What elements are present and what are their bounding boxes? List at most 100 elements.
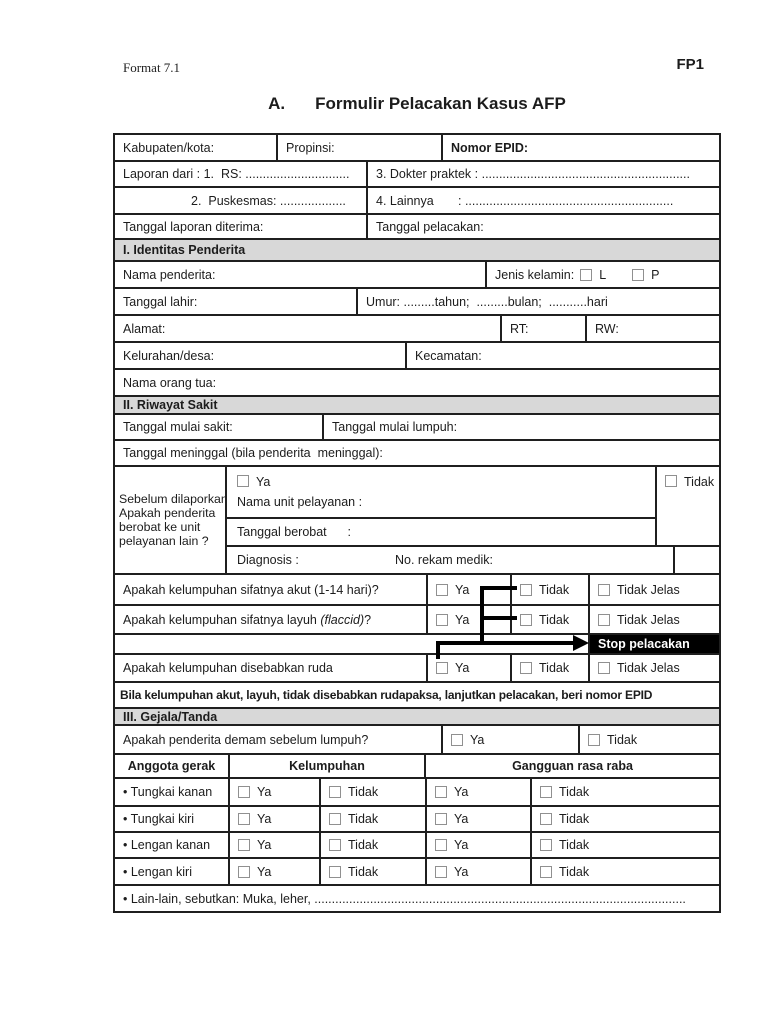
layuh-ya-label: Ya bbox=[455, 612, 470, 627]
checkbox-lengan-kiri-kelumpuhan-tidak-icon[interactable] bbox=[329, 865, 341, 878]
label-tidak: Tidak bbox=[559, 812, 590, 826]
checkbox-berobat-tidak-icon[interactable] bbox=[665, 475, 677, 487]
limb-label: • Lengan kiri bbox=[115, 859, 230, 884]
row-diagnosis: Diagnosis : No. rekam medik: bbox=[227, 547, 655, 573]
field-rt: RT: bbox=[502, 316, 587, 341]
checkbox-lengan-kanan-raba-tidak-icon[interactable] bbox=[540, 839, 552, 851]
option-demam-ya: Ya bbox=[443, 726, 580, 753]
field-mulai-sakit: Tanggal mulai sakit: bbox=[115, 415, 324, 439]
label-ya: Ya bbox=[257, 785, 272, 799]
row-kelurahan: Kelurahan/desa: Kecamatan: bbox=[115, 343, 719, 370]
checkbox-lengan-kanan-kelumpuhan-tidak-icon[interactable] bbox=[329, 839, 341, 851]
label-ya: Ya bbox=[454, 812, 469, 826]
format-label: Format 7.1 bbox=[123, 60, 181, 75]
stop-spacer bbox=[115, 635, 590, 653]
checkbox-demam-tidak-icon[interactable] bbox=[588, 733, 600, 746]
checkbox-tungkai-kanan-raba-ya-icon[interactable] bbox=[435, 786, 447, 798]
option-tungkai-kiri-raba-ya: Ya bbox=[427, 807, 532, 831]
checkbox-layuh-ya-icon[interactable] bbox=[436, 613, 448, 626]
field-mulai-lumpuh: Tanggal mulai lumpuh: bbox=[332, 420, 458, 434]
column-header-anggota: Anggota gerak bbox=[115, 755, 230, 777]
checkbox-ruda-tidak-jelas-icon[interactable] bbox=[598, 662, 610, 674]
field-rekam-medik: No. rekam medik: bbox=[395, 552, 493, 567]
layuh-tidak-label: Tidak bbox=[539, 612, 570, 627]
checkbox-lengan-kiri-raba-ya-icon[interactable] bbox=[435, 865, 447, 878]
question-berobat: Sebelum dilaporkan Apakah penderita bero… bbox=[115, 467, 227, 573]
stop-pelacakan-box: Stop pelacakan bbox=[590, 635, 719, 653]
checkbox-demam-ya-icon[interactable] bbox=[451, 733, 463, 746]
label-tidak: Tidak bbox=[348, 864, 379, 879]
field-alamat: Alamat: bbox=[115, 316, 502, 341]
label-tidak: Tidak bbox=[559, 864, 590, 879]
checkbox-ruda-ya-icon[interactable] bbox=[436, 662, 448, 674]
ruda-ya-label: Ya bbox=[455, 661, 470, 675]
note-epid: Bila kelumpuhan akut, layuh, tidak diseb… bbox=[120, 688, 653, 702]
row-limb-header: Anggota gerak Kelumpuhan Gangguan rasa r… bbox=[115, 755, 719, 779]
berobat-tidak-label: Tidak bbox=[684, 475, 715, 489]
checkbox-tungkai-kiri-raba-ya-icon[interactable] bbox=[435, 813, 447, 825]
row-tanggal-lahir: Tanggal lahir: Umur: .........tahun; ...… bbox=[115, 289, 719, 316]
field-rw: RW: bbox=[595, 321, 619, 336]
field-orang-tua: Nama orang tua: bbox=[123, 375, 217, 390]
row-mulai-sakit: Tanggal mulai sakit: Tanggal mulai lumpu… bbox=[115, 415, 719, 441]
option-akut-tidak: Tidak bbox=[512, 575, 590, 604]
row-nama: Nama penderita: Jenis kelamin: L P bbox=[115, 262, 719, 289]
checkbox-akut-tidak-icon[interactable] bbox=[520, 583, 532, 596]
question-demam: Apakah penderita demam sebelum lumpuh? bbox=[115, 726, 443, 753]
limb-label: • Tungkai kiri bbox=[115, 807, 230, 831]
checkbox-akut-ya-icon[interactable] bbox=[436, 583, 448, 596]
checkbox-jenis-kelamin-p-icon[interactable] bbox=[632, 268, 645, 281]
checkbox-lengan-kiri-raba-tidak-icon[interactable] bbox=[540, 865, 552, 878]
field-lain-lain: • Lain-lain, sebutkan: Muka, leher, ....… bbox=[123, 891, 686, 906]
title-prefix: A. bbox=[268, 94, 286, 113]
checkbox-lengan-kanan-kelumpuhan-ya-icon[interactable] bbox=[238, 839, 250, 851]
option-lengan-kiri-kelumpuhan-ya: Ya bbox=[230, 859, 321, 884]
field-nama-penderita: Nama penderita: bbox=[115, 262, 487, 287]
field-diagnosis: Diagnosis : bbox=[237, 552, 299, 567]
option-tungkai-kanan-raba-tidak: Tidak bbox=[532, 779, 719, 805]
option-lengan-kiri-raba-ya: Ya bbox=[427, 859, 532, 884]
question-berobat-line3: berobat ke unit bbox=[119, 520, 201, 534]
option-lengan-kiri-raba-tidak: Tidak bbox=[532, 859, 719, 884]
limb-label: • Tungkai kanan bbox=[115, 779, 230, 805]
akut-ya-label: Ya bbox=[455, 582, 470, 597]
question-berobat-line1: Sebelum dilaporkan bbox=[119, 492, 227, 506]
question-berobat-line2: Apakah penderita bbox=[119, 506, 216, 520]
label-tidak: Tidak bbox=[559, 785, 590, 799]
row-lain-lain: • Lain-lain, sebutkan: Muka, leher, ....… bbox=[115, 886, 719, 911]
berobat-ya-label: Ya bbox=[256, 475, 271, 490]
checkbox-layuh-tidak-icon[interactable] bbox=[520, 613, 532, 626]
row-layuh: Apakah kelumpuhan sifatnya layuh (flacci… bbox=[115, 606, 719, 635]
jenis-kelamin-l-label: L bbox=[599, 267, 607, 282]
checkbox-tungkai-kiri-kelumpuhan-tidak-icon[interactable] bbox=[329, 813, 341, 825]
checkbox-lengan-kiri-kelumpuhan-ya-icon[interactable] bbox=[238, 865, 250, 878]
option-lengan-kiri-kelumpuhan-tidak: Tidak bbox=[321, 859, 427, 884]
checkbox-tungkai-kanan-raba-tidak-icon[interactable] bbox=[540, 786, 552, 798]
field-kelurahan: Kelurahan/desa: bbox=[115, 343, 407, 368]
layuh-suffix: ? bbox=[364, 612, 372, 627]
label-tidak: Tidak bbox=[348, 812, 379, 826]
checkbox-tungkai-kanan-kelumpuhan-ya-icon[interactable] bbox=[238, 786, 250, 798]
option-ruda-tidak-jelas: Tidak Jelas bbox=[590, 655, 719, 681]
label-tidak: Tidak bbox=[348, 838, 379, 852]
option-lengan-kanan-raba-tidak: Tidak bbox=[532, 833, 719, 857]
row-akut: Apakah kelumpuhan sifatnya akut (1-14 ha… bbox=[115, 575, 719, 606]
checkbox-jenis-kelamin-l-icon[interactable] bbox=[580, 268, 593, 281]
checkbox-lengan-kanan-raba-ya-icon[interactable] bbox=[435, 839, 447, 851]
checkbox-tungkai-kiri-kelumpuhan-ya-icon[interactable] bbox=[238, 813, 250, 825]
field-tanggal-lahir: Tanggal lahir: bbox=[115, 289, 358, 314]
field-tanggal-pelacakan: Tanggal pelacakan: bbox=[376, 219, 484, 234]
jenis-kelamin-p-label: P bbox=[651, 267, 660, 282]
label-ya: Ya bbox=[257, 864, 272, 879]
row-demam: Apakah penderita demam sebelum lumpuh? Y… bbox=[115, 726, 719, 755]
checkbox-tungkai-kiri-raba-tidak-icon[interactable] bbox=[540, 813, 552, 825]
option-lengan-kanan-raba-ya: Ya bbox=[427, 833, 532, 857]
label-ya: Ya bbox=[454, 838, 469, 852]
checkbox-ruda-tidak-icon[interactable] bbox=[520, 662, 532, 674]
checkbox-layuh-tidak-jelas-icon[interactable] bbox=[598, 613, 610, 626]
checkbox-tungkai-kanan-kelumpuhan-tidak-icon[interactable] bbox=[329, 786, 341, 798]
field-tanggal-berobat: Tanggal berobat : bbox=[227, 519, 655, 547]
checkbox-akut-tidak-jelas-icon[interactable] bbox=[598, 583, 610, 596]
checkbox-berobat-ya-icon[interactable] bbox=[237, 475, 249, 488]
option-layuh-tidak: Tidak bbox=[512, 606, 590, 633]
